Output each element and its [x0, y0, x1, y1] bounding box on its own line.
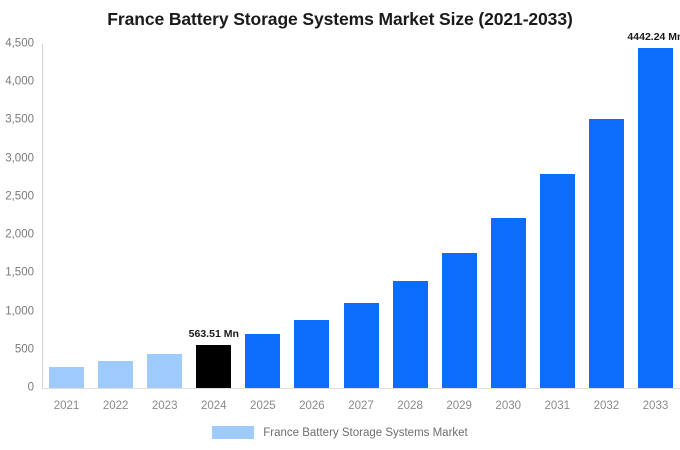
x-axis-tick-2021: 2021 [53, 400, 80, 412]
bar-2025[interactable] [245, 334, 281, 388]
bar-2032[interactable] [588, 118, 624, 388]
x-axis-tick-2028: 2028 [397, 400, 423, 412]
y-axis-tick-2000: 2,000 [5, 228, 34, 241]
bar-2028[interactable] [392, 280, 428, 388]
x-axis-tick-2032: 2032 [593, 400, 620, 412]
data-label-2033: 4442.24 Mn [627, 31, 680, 44]
x-axis-tick-2030: 2030 [495, 400, 522, 412]
bar-2026[interactable] [294, 320, 330, 388]
x-axis-tick-2033: 2033 [642, 400, 669, 412]
x-axis-tick-2024: 2024 [200, 400, 227, 412]
bar-2030[interactable] [490, 218, 526, 388]
legend-label-france-battery-storage-systems-market: France Battery Storage Systems Market [263, 426, 468, 439]
x-axis-tick-2029: 2029 [446, 400, 472, 412]
bar-2021[interactable] [49, 366, 85, 388]
y-axis-tick-3000: 3,000 [5, 151, 34, 164]
y-axis-tick-4500: 4,500 [5, 37, 34, 50]
x-axis-tick-2025: 2025 [250, 400, 276, 412]
y-axis-line [42, 44, 43, 389]
bar-2033[interactable] [637, 48, 673, 388]
x-axis-tick-2023: 2023 [151, 400, 178, 412]
bar-2023[interactable] [147, 353, 183, 388]
bar-2027[interactable] [343, 302, 379, 388]
y-axis-tick-2500: 2,500 [5, 190, 34, 203]
x-axis-line [42, 388, 680, 389]
chart-legend: France Battery Storage Systems Market [0, 426, 680, 439]
y-axis-tick-3500: 3,500 [5, 113, 34, 126]
bar-2024[interactable] [196, 344, 232, 388]
y-axis-tick-1000: 1,000 [5, 304, 34, 317]
y-axis-tick-500: 500 [14, 343, 34, 356]
chart-title: France Battery Storage Systems Market Si… [107, 9, 573, 29]
bar-2031[interactable] [539, 173, 575, 388]
plot-area [42, 44, 680, 388]
legend-swatch-france-battery-storage-systems-market [212, 426, 255, 439]
y-axis-tick-4000: 4,000 [5, 75, 34, 88]
x-axis-tick-2027: 2027 [348, 400, 374, 412]
bar-2022[interactable] [98, 361, 134, 388]
y-axis-tick-0: 0 [27, 381, 34, 394]
x-axis-tick-2031: 2031 [544, 400, 571, 412]
bar-2029[interactable] [441, 253, 477, 388]
x-axis-tick-2022: 2022 [102, 400, 129, 412]
y-axis-tick-1500: 1,500 [5, 266, 34, 279]
data-label-2024: 563.51 Mn [188, 327, 239, 340]
x-axis-tick-2026: 2026 [299, 400, 325, 412]
